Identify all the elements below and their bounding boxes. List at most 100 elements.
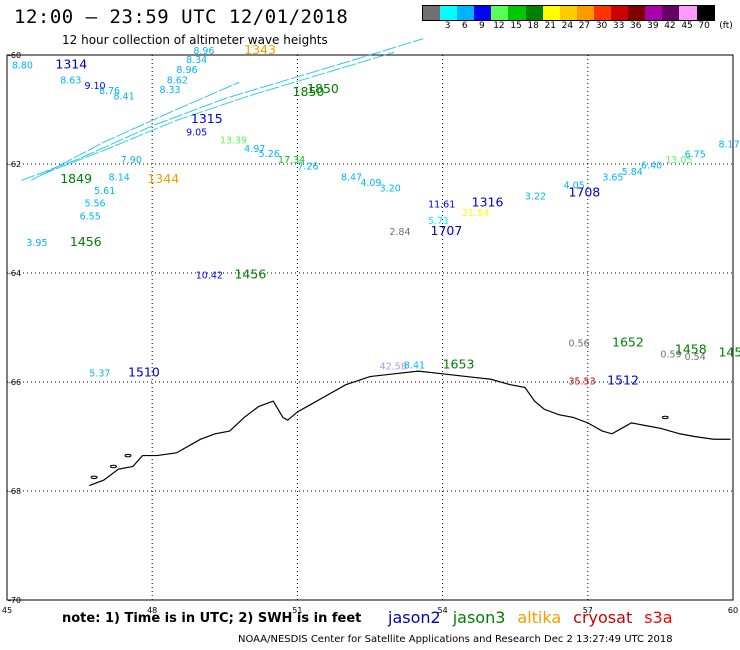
legend-jason2: jason2 bbox=[388, 608, 441, 627]
pass-time-label: 1849 bbox=[60, 171, 92, 186]
wave-height-label: 0.56 bbox=[568, 339, 589, 350]
colorbar-label: 12 bbox=[493, 21, 505, 31]
colorbar-swatch bbox=[474, 6, 492, 20]
pass-time-label: 1653 bbox=[443, 356, 475, 371]
colorbar-label: 70 bbox=[698, 21, 710, 31]
colorbar-label: 39 bbox=[647, 21, 659, 31]
colorbar-swatch bbox=[611, 6, 629, 20]
colorbar-swatch bbox=[679, 6, 697, 20]
wave-height-label: 5.37 bbox=[89, 369, 110, 380]
map-title: 12:00 – 23:59 UTC 12/01/2018 bbox=[14, 6, 349, 28]
colorbar-swatch bbox=[508, 6, 526, 20]
satellite-legend: jason2 jason3 altika cryosat s3a bbox=[388, 608, 685, 627]
wave-height-label: 8.62 bbox=[167, 75, 188, 86]
wave-height-label: 6.55 bbox=[80, 212, 101, 223]
legend-cryosat: cryosat bbox=[573, 608, 633, 627]
latitude-tick-label: -64 bbox=[8, 269, 21, 278]
map-subtitle: 12 hour collection of altimeter wave hei… bbox=[62, 33, 328, 47]
colorbar-swatch bbox=[593, 6, 612, 20]
wave-height-label: 21.54 bbox=[462, 208, 489, 219]
longitude-tick-label: 45 bbox=[2, 606, 12, 615]
colorbar-swatch bbox=[457, 6, 475, 20]
wave-height-label: 5.61 bbox=[94, 186, 115, 197]
colorbar-label: 33 bbox=[612, 21, 625, 31]
colorbar-swatch bbox=[559, 6, 577, 20]
longitude-tick-label: 48 bbox=[147, 606, 157, 615]
satellite-track bbox=[40, 51, 395, 176]
colorbar-swatch bbox=[628, 6, 646, 20]
wave-height-label: 0.59 bbox=[660, 349, 681, 360]
colorbar-label: 27 bbox=[578, 21, 591, 31]
colorbar-label: 6 bbox=[461, 21, 468, 31]
wave-height-label: 2.84 bbox=[389, 227, 410, 238]
pass-time-label: 1707 bbox=[431, 223, 463, 238]
wave-height-label: 8.76 bbox=[99, 86, 120, 97]
wave-height-label: 7.90 bbox=[121, 155, 142, 166]
longitude-tick-label: 54 bbox=[438, 606, 448, 615]
legend-jason3: jason3 bbox=[452, 608, 506, 627]
pass-time-label: 1314 bbox=[55, 57, 87, 72]
longitude-tick-label: 57 bbox=[583, 606, 593, 615]
wave-height-label: 7.26 bbox=[297, 161, 318, 172]
colorbar-swatch bbox=[525, 6, 543, 20]
colorbar-swatch bbox=[576, 6, 594, 20]
latitude-tick-label: -70 bbox=[8, 596, 21, 605]
wave-height-label: 5.56 bbox=[84, 199, 105, 210]
wave-height-label: 17.34 bbox=[278, 155, 305, 166]
wave-height-label: 8.14 bbox=[109, 172, 130, 183]
colorbar-label: 36 bbox=[630, 21, 642, 31]
pass-time-label: 1456 bbox=[234, 266, 266, 281]
wave-height-label: 3.20 bbox=[380, 183, 401, 194]
wave-height-label: 8.80 bbox=[12, 61, 33, 72]
wave-height-label: 6.75 bbox=[685, 149, 706, 160]
pass-time-label: 1343 bbox=[244, 42, 276, 57]
wave-height-label: 10.42 bbox=[196, 270, 223, 281]
latitude-tick-label: -66 bbox=[8, 378, 21, 387]
satellite-track bbox=[21, 38, 424, 181]
pass-time-label: 1315 bbox=[191, 111, 223, 126]
wave-height-label: 42.58 bbox=[380, 361, 407, 372]
wave-height-label: 8.47 bbox=[341, 172, 362, 183]
wave-height-label: 5.71 bbox=[428, 216, 449, 227]
pass-time-label: 1708 bbox=[568, 185, 600, 200]
satellite-track bbox=[30, 81, 240, 181]
island bbox=[661, 415, 669, 420]
colorbar-label: 42 bbox=[664, 21, 676, 31]
colorbar-label: 30 bbox=[595, 21, 608, 31]
legend-s3a: s3a bbox=[644, 608, 673, 627]
colorbar-label: 24 bbox=[561, 21, 574, 31]
island bbox=[124, 453, 132, 458]
latitude-tick-label: -68 bbox=[8, 487, 21, 496]
wave-height-label: 8.96 bbox=[176, 65, 197, 76]
legend-altika: altika bbox=[517, 608, 562, 627]
wave-height-label: 8.17 bbox=[718, 140, 739, 151]
coastline bbox=[89, 370, 731, 487]
wave-height-label: 4.09 bbox=[360, 178, 381, 189]
colorbar-swatch bbox=[645, 6, 663, 20]
wave-height-label: 3.95 bbox=[26, 238, 47, 249]
colorbar-label: 3 bbox=[444, 21, 451, 31]
colorbar-swatch bbox=[662, 6, 680, 20]
wave-height-label: 8.34 bbox=[186, 55, 207, 66]
plot-frame bbox=[6, 54, 734, 601]
colorbar-swatch bbox=[542, 6, 560, 20]
wave-height-label: 4.97 bbox=[244, 144, 265, 155]
wave-height-label: 8.41 bbox=[404, 360, 425, 371]
pass-time-label: 1344 bbox=[147, 171, 179, 186]
pass-time-label: 1458 bbox=[718, 344, 740, 359]
colorbar-label: 9 bbox=[478, 21, 485, 31]
wave-height-label: 8.96 bbox=[193, 46, 214, 57]
wave-height-label: 4.05 bbox=[564, 181, 585, 192]
units-note: note: 1) Time is in UTC; 2) SWH is in fe… bbox=[62, 611, 362, 626]
wave-height-label: 5.84 bbox=[622, 167, 643, 178]
wave-height-label: 9.05 bbox=[186, 128, 207, 139]
pass-time-label: 1850 bbox=[307, 81, 339, 96]
wave-height-label: 8.63 bbox=[60, 75, 81, 86]
colorbar-label: 15 bbox=[510, 21, 522, 31]
pass-time-label: 1850 bbox=[293, 84, 325, 99]
wave-height-label: 0.54 bbox=[685, 352, 706, 363]
colorbar-labels: 3 6 9 12 15 18 21 24 27 30 33 36 39 42 45 70 (ft) bbox=[422, 21, 740, 33]
pass-time-label: 1316 bbox=[472, 195, 504, 210]
wave-height-label: 8.33 bbox=[159, 85, 180, 96]
